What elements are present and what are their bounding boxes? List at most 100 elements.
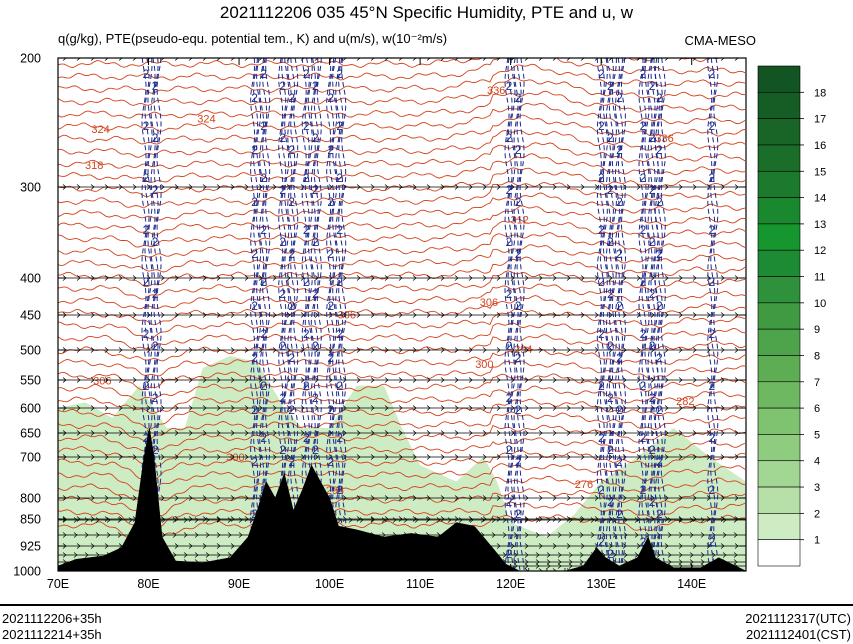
pte-contour-line [58,181,746,208]
wind-arrowhead [580,312,585,318]
wind-arrowhead [720,58,725,61]
wind-arrowhead [538,312,543,318]
pte-contour-label: 336 [655,133,673,145]
w-contour-label: 2 [251,351,258,365]
wind-arrowhead [62,275,67,281]
wind-arrowhead [546,517,551,523]
wind-arrowhead [538,58,543,61]
wind-arrowhead [482,58,487,61]
w-contour-label: 2 [616,351,623,365]
wind-arrowhead [412,454,417,460]
wind-arrowhead [482,312,487,318]
wind-arrowhead [188,347,193,353]
w-contour-label: 2 [288,299,295,313]
wind-arrowhead [426,58,431,61]
wind-arrowhead [594,347,599,353]
wind-arrowhead [426,495,431,501]
wind-arrowhead [678,377,683,383]
w-contour-line [605,58,611,571]
wind-arrowhead [370,312,375,318]
wind-arrowhead [454,347,459,353]
wind-arrowhead [491,532,496,538]
w-contour-line [265,58,271,571]
wind-arrowhead [230,58,235,61]
wind-arrowhead [160,58,165,61]
pte-contour-label: 324 [91,124,109,136]
wind-arrowhead [118,454,123,460]
wind-arrowhead [216,516,221,522]
wind-arrowhead [356,405,361,411]
wind-arrowhead [524,454,529,460]
wind-arrowhead [510,58,515,61]
w-contour-label: 2 [640,171,647,185]
wind-arrowhead [711,552,716,558]
wind-arrowhead [272,377,277,383]
wind-arrowhead [174,377,179,383]
wind-arrowhead [510,405,515,411]
w-contour-label: 2 [260,171,267,185]
wind-arrowhead [160,377,165,383]
y-tick-label: 300 [20,181,41,195]
wind-arrowhead [482,347,487,353]
x-tick-label: 140E [677,577,706,591]
wind-arrowhead [689,517,694,523]
wind-arrowhead [398,405,403,411]
wind-arrowhead [403,517,408,523]
wind-arrowhead [76,58,81,61]
w-contour-line [653,58,659,571]
y-tick-label: 400 [20,272,41,286]
pte-contour-line [58,295,746,326]
w-contour-line [660,58,666,571]
wind-arrowhead [594,405,599,411]
wind-arrowhead [132,58,137,61]
pte-contour-line [58,77,746,106]
wind-arrowhead [62,516,67,522]
wind-arrowhead [216,184,221,190]
wind-arrowhead [524,275,529,281]
w-contour-line [510,58,516,571]
wind-arrowhead [118,495,123,501]
w-contour-line [304,58,310,570]
w-contour-label: 2 [656,195,663,209]
w-contour-label: 2 [649,391,656,405]
wind-arrowhead [398,184,403,190]
colorbar-swatch [757,486,801,514]
wind-arrowhead [118,275,123,281]
pte-contour-label: 336 [487,85,505,97]
w-contour-label: 2 [616,299,623,313]
wind-arrowhead [524,543,529,549]
wind-arrowhead [440,312,445,318]
x-tick-label: 130E [587,577,616,591]
w-contour-label: 2 [607,443,614,457]
wind-arrowhead [202,516,207,522]
wind-arrowhead [722,552,727,558]
w-contour-label: 2 [260,67,267,81]
w-contour-label: 2 [303,327,310,341]
w-contour-line [253,58,259,571]
w-contour-label: 2 [506,183,513,197]
w-contour-line [707,58,713,571]
wind-arrowhead [566,568,571,571]
wind-arrowhead [425,517,430,523]
wind-arrowhead [62,552,67,558]
wind-arrowhead [650,454,655,460]
pte-contour-label: 306 [480,297,498,309]
wind-arrowhead [76,312,81,318]
wind-arrowhead [174,405,179,411]
wind-arrowhead [454,405,459,411]
wind-arrowhead [160,275,165,281]
wind-arrowhead [370,454,375,460]
wind-arrowhead [689,559,694,565]
wind-arrowhead [496,377,501,383]
pte-contour-label: 276 [575,479,593,491]
wind-arrowhead [496,347,501,353]
w-contour-line [307,58,313,571]
wind-arrowhead [381,517,386,523]
wind-arrowhead [678,559,683,565]
wind-arrowhead [132,347,137,353]
chart-title: 2021112206 035 45°N Specific Humidity, P… [219,3,634,22]
wind-arrowhead [194,532,199,538]
wind-arrowhead [342,495,347,501]
wind-arrowhead [90,377,95,383]
wind-arrowhead [706,454,711,460]
